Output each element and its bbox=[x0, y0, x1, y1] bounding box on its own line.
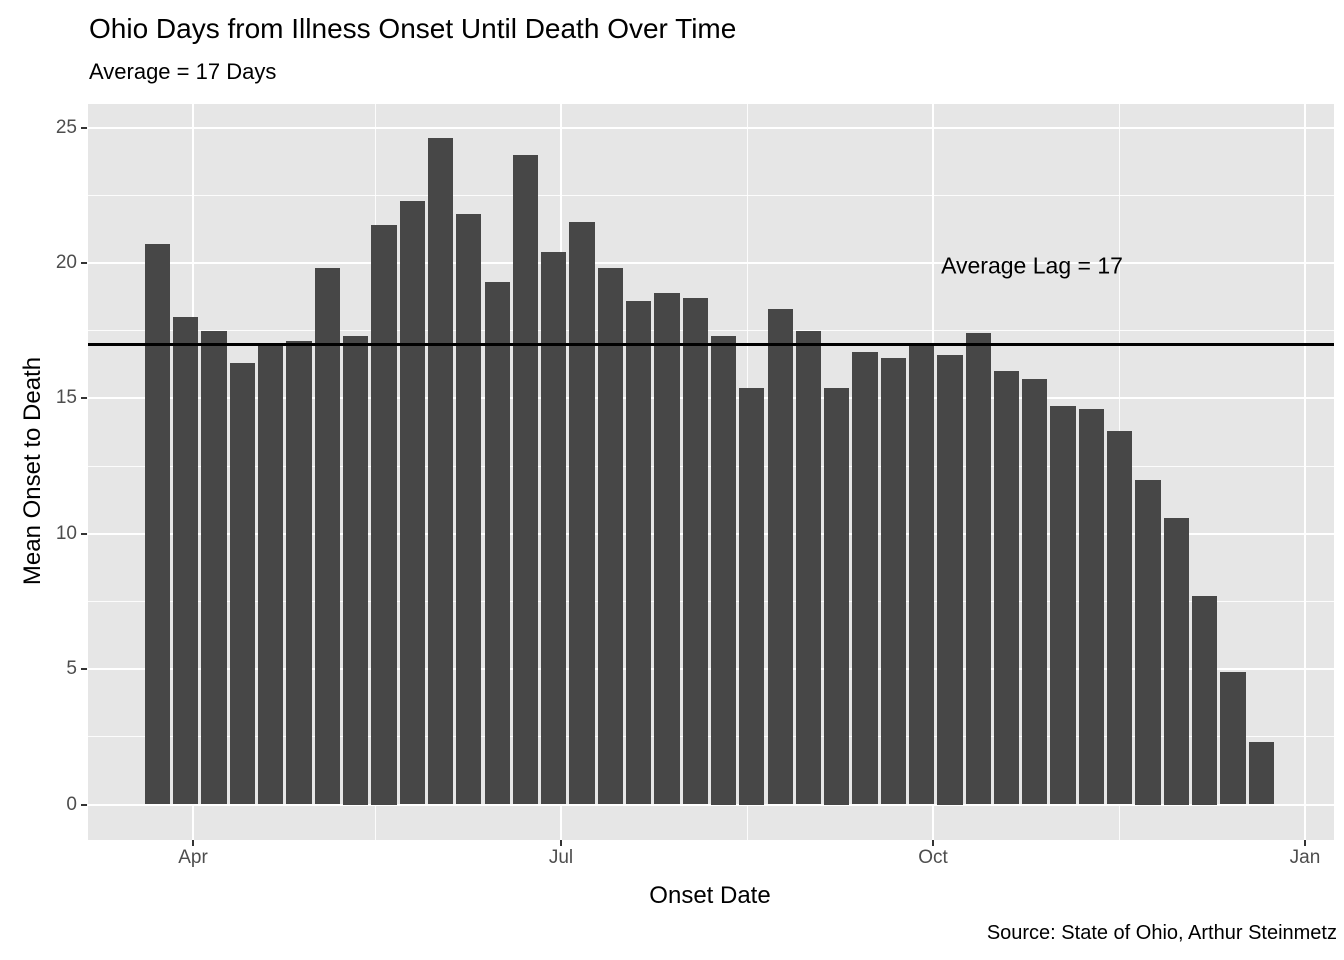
grid-major-y bbox=[88, 803, 1334, 806]
grid-major-x bbox=[1304, 104, 1306, 840]
bar bbox=[1078, 409, 1105, 805]
bar bbox=[682, 298, 708, 805]
chart-subtitle: Average = 17 Days bbox=[89, 59, 277, 84]
bar bbox=[229, 363, 256, 805]
bar bbox=[937, 355, 963, 805]
bar bbox=[343, 336, 369, 805]
grid-major-y bbox=[88, 126, 1334, 129]
x-tick-label: Apr bbox=[178, 847, 208, 868]
y-axis-title: Mean Onset to Death bbox=[19, 356, 46, 586]
bar bbox=[1135, 479, 1161, 805]
chart-title: Ohio Days from Illness Onset Until Death… bbox=[89, 13, 737, 44]
bar bbox=[569, 222, 595, 805]
bar bbox=[371, 225, 397, 805]
x-tick-mark bbox=[1304, 840, 1306, 846]
grid-major-y bbox=[88, 261, 1334, 264]
bar bbox=[880, 357, 906, 805]
bar bbox=[201, 330, 227, 805]
plot-panel bbox=[88, 104, 1334, 840]
bar bbox=[965, 333, 991, 805]
bar bbox=[993, 371, 1020, 805]
y-tick-mark bbox=[81, 532, 87, 535]
bar bbox=[767, 308, 793, 805]
x-tick-mark bbox=[192, 840, 194, 846]
bar bbox=[399, 200, 425, 805]
bar bbox=[626, 300, 652, 805]
bar bbox=[1163, 517, 1189, 805]
bar bbox=[710, 336, 737, 805]
bar bbox=[1022, 379, 1048, 805]
grid-minor-y bbox=[88, 194, 1334, 196]
bar bbox=[1248, 742, 1274, 805]
y-tick-label: 10 bbox=[55, 522, 77, 544]
bar bbox=[852, 352, 878, 805]
bar bbox=[1192, 596, 1218, 805]
bar bbox=[456, 214, 482, 805]
average-line bbox=[88, 342, 1334, 346]
bar bbox=[597, 268, 623, 805]
bar bbox=[484, 281, 510, 805]
x-tick-label: Jul bbox=[548, 847, 574, 868]
bar bbox=[824, 387, 850, 805]
bar bbox=[1107, 430, 1133, 805]
y-tick-label: 15 bbox=[55, 387, 77, 409]
y-tick-label: 0 bbox=[66, 793, 77, 815]
y-tick-mark bbox=[81, 668, 87, 671]
bar bbox=[314, 268, 340, 805]
bar bbox=[258, 344, 284, 805]
y-tick-label: 20 bbox=[55, 251, 77, 273]
bar bbox=[144, 243, 171, 805]
x-tick-mark bbox=[560, 840, 562, 846]
bar bbox=[512, 154, 539, 805]
bar bbox=[286, 341, 312, 805]
x-axis-title: Onset Date bbox=[649, 882, 771, 909]
y-tick-mark bbox=[81, 126, 87, 129]
y-tick-mark bbox=[81, 261, 87, 264]
bar bbox=[654, 292, 680, 805]
bar bbox=[427, 138, 454, 805]
x-tick-label: Jan bbox=[1289, 847, 1321, 868]
source-caption: Source: State of Ohio, Arthur Steinmetz bbox=[986, 922, 1337, 944]
x-tick-label: Oct bbox=[918, 847, 948, 868]
bar bbox=[173, 317, 199, 805]
bar bbox=[909, 344, 935, 805]
bar bbox=[795, 330, 822, 805]
annotation-average-lag: Average Lag = 17 bbox=[941, 252, 1123, 279]
bar bbox=[739, 387, 765, 805]
y-tick-label: 5 bbox=[66, 658, 77, 680]
bar bbox=[1220, 671, 1246, 805]
x-tick-mark bbox=[932, 840, 934, 846]
bar bbox=[1050, 406, 1076, 805]
y-tick-mark bbox=[81, 397, 87, 400]
y-tick-label: 25 bbox=[55, 116, 77, 138]
grid-minor-y bbox=[88, 330, 1334, 332]
y-tick-mark bbox=[81, 803, 87, 806]
bar bbox=[541, 252, 567, 805]
